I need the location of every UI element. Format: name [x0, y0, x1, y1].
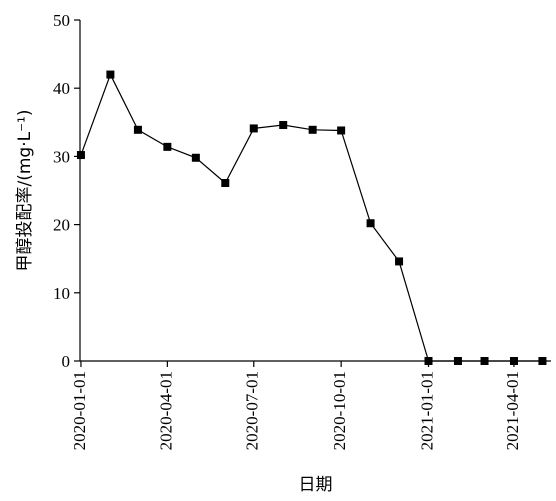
- axes: [79, 20, 551, 362]
- data-point: [249, 124, 258, 133]
- x-tick-label: 2021-04-01: [503, 371, 522, 450]
- data-point: [308, 125, 317, 134]
- data-point: [480, 357, 489, 365]
- data-point: [337, 126, 346, 135]
- data-point: [424, 357, 433, 365]
- data-point: [133, 125, 142, 134]
- y-tick-label: 40: [53, 79, 70, 98]
- data-point: [191, 153, 200, 162]
- data-point: [509, 357, 518, 365]
- data-point: [395, 257, 404, 266]
- data-point: [453, 357, 462, 365]
- x-tick-label: 2021-01-01: [417, 371, 436, 450]
- x-tick-label: 2020-07-01: [243, 371, 262, 450]
- data-point: [76, 151, 85, 160]
- x-tick-label: 2020-10-01: [330, 371, 349, 450]
- y-tick-label: 30: [53, 147, 70, 166]
- data-point: [163, 142, 172, 151]
- data-point: [221, 179, 230, 187]
- x-tick-label: 2020-01-01: [70, 371, 89, 450]
- y-axis-title: 甲醇投配率/(mg·L⁻¹): [15, 109, 35, 271]
- data-point: [279, 121, 288, 130]
- y-tick-label: 50: [53, 11, 70, 30]
- x-axis-title: 日期: [299, 475, 333, 495]
- y-tick-label: 20: [53, 216, 70, 235]
- data-point: [366, 219, 375, 228]
- data-point: [106, 70, 115, 79]
- y-tick-label: 10: [53, 284, 70, 303]
- series-line: [80, 73, 543, 362]
- y-axis-ticks: 0 10 20 30 40 50: [53, 11, 80, 371]
- x-tick-label: 2020-04-01: [156, 371, 175, 450]
- data-point: [538, 357, 547, 365]
- y-tick-label: 0: [62, 352, 71, 371]
- x-axis-ticks: 2020-01-01 2020-04-01 2020-07-01 2020-10-01…: [70, 361, 522, 450]
- series: [76, 70, 547, 365]
